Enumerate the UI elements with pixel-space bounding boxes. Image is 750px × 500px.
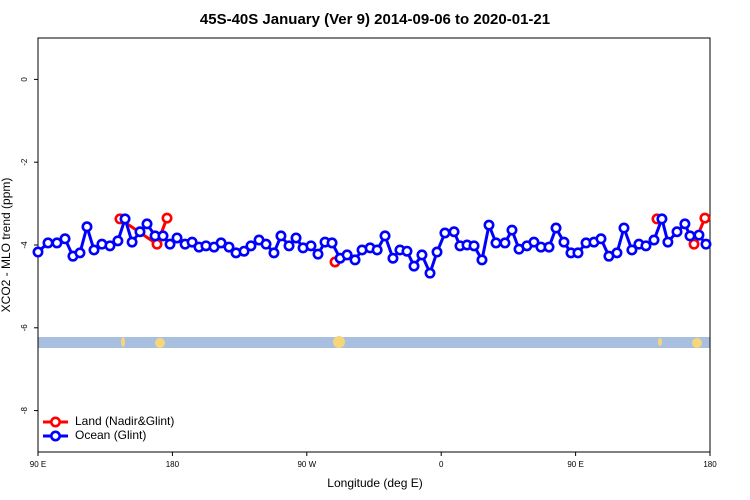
data-point <box>684 230 696 242</box>
data-point <box>104 240 116 252</box>
data-point <box>424 267 436 279</box>
data-point <box>268 247 280 259</box>
data-point <box>416 249 428 261</box>
data-point <box>59 233 71 245</box>
data-point <box>74 247 86 259</box>
y-tick-label: 0 <box>20 77 29 82</box>
data-point <box>693 229 705 241</box>
data-point <box>572 247 584 259</box>
data-point <box>312 248 324 260</box>
data-point <box>688 238 700 250</box>
data-point <box>112 235 124 247</box>
data-point <box>448 226 460 238</box>
data-point <box>238 245 250 257</box>
legend-marker <box>49 430 61 442</box>
x-tick-label: 180 <box>166 460 180 469</box>
data-point <box>611 247 623 259</box>
data-point <box>595 233 607 245</box>
data-point <box>349 254 361 266</box>
data-point <box>528 236 540 248</box>
y-tick-label: -8 <box>20 406 29 414</box>
data-point <box>662 236 674 248</box>
data-point <box>290 232 302 244</box>
data-point <box>476 254 488 266</box>
data-point <box>305 240 317 252</box>
data-point <box>126 236 138 248</box>
data-point <box>141 218 153 230</box>
data-point <box>618 222 630 234</box>
data-point <box>656 213 668 225</box>
data-point <box>245 240 257 252</box>
legend-marker <box>49 416 61 428</box>
data-point <box>275 230 287 242</box>
data-point <box>371 244 383 256</box>
data-point <box>626 244 638 256</box>
data-point <box>157 230 169 242</box>
data-point <box>171 232 183 244</box>
data-point <box>699 212 711 224</box>
y-axis-label: XCO2 - MLO trend (ppm) <box>0 178 13 313</box>
x-tick-label: 90 E <box>30 460 46 469</box>
data-point <box>326 237 338 249</box>
data-point <box>439 227 451 239</box>
data-point <box>387 252 399 264</box>
data-point <box>700 238 712 250</box>
data-point <box>671 226 683 238</box>
data-point <box>223 241 235 253</box>
data-point <box>215 237 227 249</box>
data-point <box>341 249 353 261</box>
map-strip <box>38 336 710 348</box>
data-point <box>51 237 63 249</box>
legend-label: Ocean (Glint) <box>75 428 146 442</box>
data-point <box>483 219 495 231</box>
data-point <box>134 226 146 238</box>
y-tick-label: -4 <box>20 241 29 249</box>
data-point <box>32 246 44 258</box>
data-point <box>506 224 518 236</box>
data-point <box>550 222 562 234</box>
data-point <box>543 241 555 253</box>
data-point <box>283 240 295 252</box>
data-point <box>679 218 691 230</box>
data-point <box>161 212 173 224</box>
data-point <box>490 237 502 249</box>
data-point <box>186 236 198 248</box>
data-point <box>648 234 660 246</box>
data-point <box>119 213 131 225</box>
data-point <box>468 240 480 252</box>
data-point <box>408 260 420 272</box>
y-tick-label: -2 <box>20 158 29 166</box>
data-point <box>42 237 54 249</box>
data-point <box>260 238 272 250</box>
data-point <box>401 245 413 257</box>
x-tick-label: 0 <box>439 460 444 469</box>
y-tick-label: -6 <box>20 324 29 332</box>
chart-title: 45S-40S January (Ver 9) 2014-09-06 to 20… <box>200 11 550 28</box>
data-point <box>640 240 652 252</box>
x-tick-label: 90 E <box>567 460 583 469</box>
x-axis-label: Longitude (deg E) <box>327 476 422 490</box>
data-point <box>81 221 93 233</box>
legend-label: Land (Nadir&Glint) <box>75 414 174 428</box>
data-point <box>431 246 443 258</box>
data-point <box>558 236 570 248</box>
x-tick-label: 90 W <box>297 460 316 469</box>
x-tick-label: 180 <box>703 460 717 469</box>
data-point <box>379 230 391 242</box>
data-point <box>88 244 100 256</box>
data-point <box>164 238 176 250</box>
data-point <box>499 237 511 249</box>
